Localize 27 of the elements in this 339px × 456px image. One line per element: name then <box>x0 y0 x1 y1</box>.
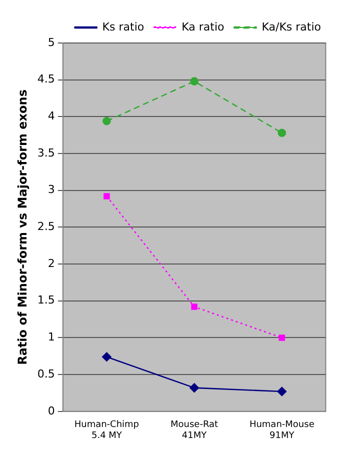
point <box>191 304 198 310</box>
point <box>277 386 287 396</box>
point <box>102 352 112 362</box>
y-tick-label: 2.5 <box>37 220 55 234</box>
point <box>190 77 198 86</box>
x-tick-label: Mouse-Rat 41MY <box>170 420 219 441</box>
y-tick-label: 0.5 <box>37 367 55 380</box>
x-tick-label: Human-Mouse 91MY <box>249 420 315 441</box>
y-tick-label: 0 <box>48 404 55 418</box>
point <box>190 383 199 392</box>
point <box>278 334 286 341</box>
legend-label: Ks ratio <box>102 20 144 34</box>
y-tick-label: 4.5 <box>37 72 55 86</box>
legend-label: Ka/Ks ratio <box>262 20 322 34</box>
y-tick-label: 1.5 <box>37 294 55 307</box>
y-tick-label: 4 <box>48 110 55 123</box>
y-tick-label: 2 <box>48 256 55 270</box>
y-tick-label: 1 <box>48 330 55 344</box>
y-tick-label: 3.5 <box>37 146 55 160</box>
point <box>278 128 286 138</box>
point <box>102 116 111 126</box>
y-axis-title: Ratio of Minor-form vs Major-form exons <box>15 90 30 365</box>
x-tick-label: Human-Chimp 5.4 MY <box>74 420 140 441</box>
y-tick-label: 3 <box>48 183 55 196</box>
y-tick-label: 5 <box>48 36 55 49</box>
point <box>104 193 110 200</box>
legend-label: Ka ratio <box>182 20 224 34</box>
